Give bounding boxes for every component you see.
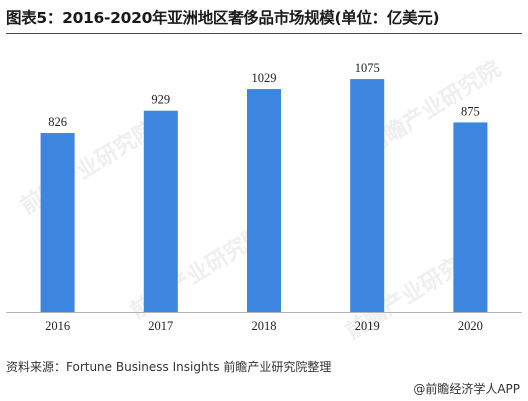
value-label-2019: 1075 <box>355 61 380 75</box>
chart-title: 图表5：2016-2020年亚洲地区奢侈品市场规模(单位：亿美元) <box>6 9 440 27</box>
source-note: 资料来源：Fortune Business Insights 前瞻产业研究院整理 <box>6 360 332 374</box>
bar-2018 <box>247 89 281 312</box>
value-labels-layer: 826 929 1029 1075 875 <box>48 61 480 129</box>
value-label-2017: 929 <box>151 93 170 107</box>
title-divider <box>6 33 522 34</box>
category-labels-layer: 2016 2017 2018 2019 2020 <box>45 319 483 333</box>
bar-2019 <box>350 79 385 312</box>
bar-2020 <box>453 122 488 313</box>
bars-layer <box>40 79 488 313</box>
brand-credit: @前瞻经济学人APP <box>413 382 520 396</box>
value-label-2016: 826 <box>48 115 67 129</box>
category-label-2017: 2017 <box>148 319 173 333</box>
category-label-2018: 2018 <box>252 319 277 333</box>
value-label-2020: 875 <box>461 104 480 118</box>
category-label-2020: 2020 <box>458 319 483 333</box>
value-label-2018: 1029 <box>252 71 277 85</box>
category-label-2016: 2016 <box>45 319 70 333</box>
bar-2016 <box>40 133 75 312</box>
category-label-2019: 2019 <box>355 319 380 333</box>
bar-2017 <box>143 110 178 312</box>
